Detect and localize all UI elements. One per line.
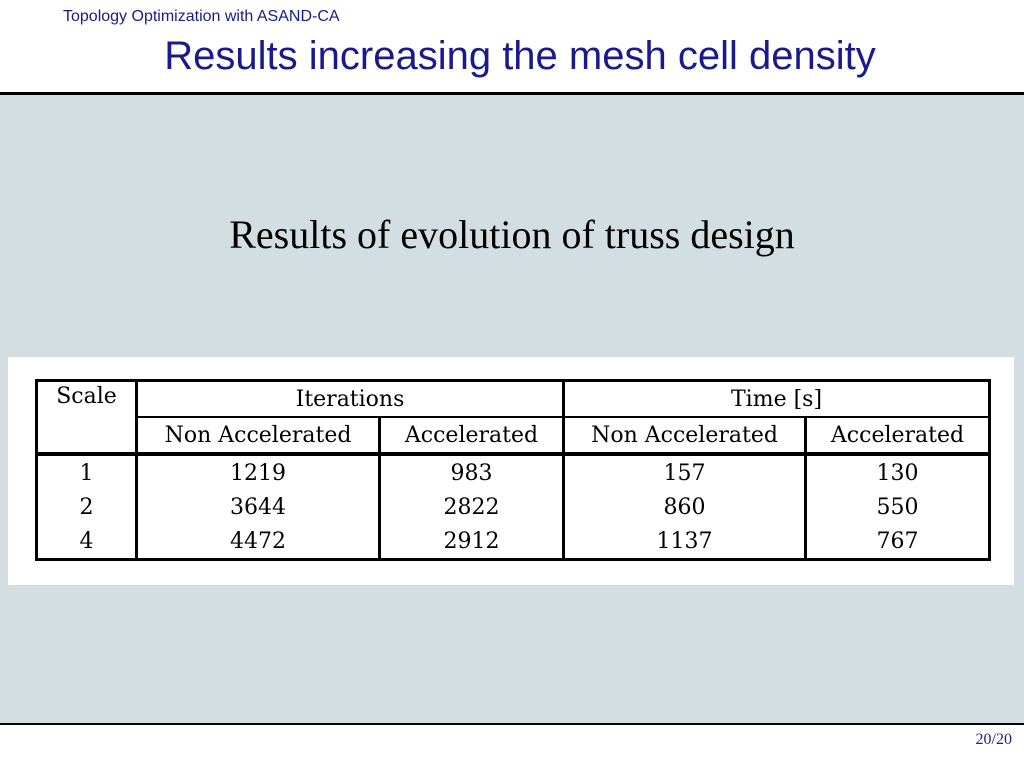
cell-scale: 4 xyxy=(35,524,138,560)
slide-footer xyxy=(0,725,1024,768)
header-iter-non-accelerated: Non Accelerated xyxy=(135,417,381,456)
cell-time-acc: 130 xyxy=(804,454,992,490)
table-row: 4 4472 2912 1137 767 xyxy=(35,524,992,560)
header-iter-accelerated: Accelerated xyxy=(377,417,566,456)
table-caption: Results of evolution of truss design xyxy=(229,212,795,257)
cell-iter-acc: 2912 xyxy=(377,524,566,560)
header-iterations: Iterations xyxy=(134,380,566,418)
cell-time-non: 157 xyxy=(562,454,808,490)
header-time-accelerated: Accelerated xyxy=(804,417,992,456)
cell-time-acc: 767 xyxy=(804,524,992,560)
header-time: Time [s] xyxy=(562,380,992,418)
header-time-non-accelerated: Non Accelerated xyxy=(562,417,808,456)
table-row: 1 1219 983 157 130 xyxy=(35,454,992,490)
cell-time-acc: 550 xyxy=(804,490,992,524)
cell-iter-non: 3644 xyxy=(135,490,381,524)
header-scale: Scale xyxy=(35,380,138,456)
results-table: Scale Iterations Time [s] Non Accelerate… xyxy=(35,379,992,561)
cell-iter-acc: 2822 xyxy=(377,490,566,524)
page-number: 20/20 xyxy=(975,731,1012,748)
table-row: 2 3644 2822 860 550 xyxy=(35,490,992,524)
frame-title: Results increasing the mesh cell density xyxy=(164,34,876,78)
cell-scale: 1 xyxy=(35,454,138,490)
header-rule xyxy=(0,92,1024,95)
table-header-row: Scale Iterations Time [s] xyxy=(35,380,992,456)
cell-iter-non: 4472 xyxy=(135,524,381,560)
footer-rule xyxy=(0,723,1024,725)
cell-time-non: 860 xyxy=(562,490,808,524)
section-title: Topology Optimization with ASAND-CA xyxy=(63,8,340,25)
cell-time-non: 1137 xyxy=(562,524,808,560)
slide-header: Topology Optimization with ASAND-CA Resu… xyxy=(0,0,1024,92)
cell-iter-non: 1219 xyxy=(135,454,381,490)
table-subheader-row: Non Accelerated Accelerated Non Accelera… xyxy=(37,417,992,456)
table-panel: Scale Iterations Time [s] Non Accelerate… xyxy=(8,357,1014,585)
cell-scale: 2 xyxy=(35,490,138,524)
cell-iter-acc: 983 xyxy=(377,454,566,490)
